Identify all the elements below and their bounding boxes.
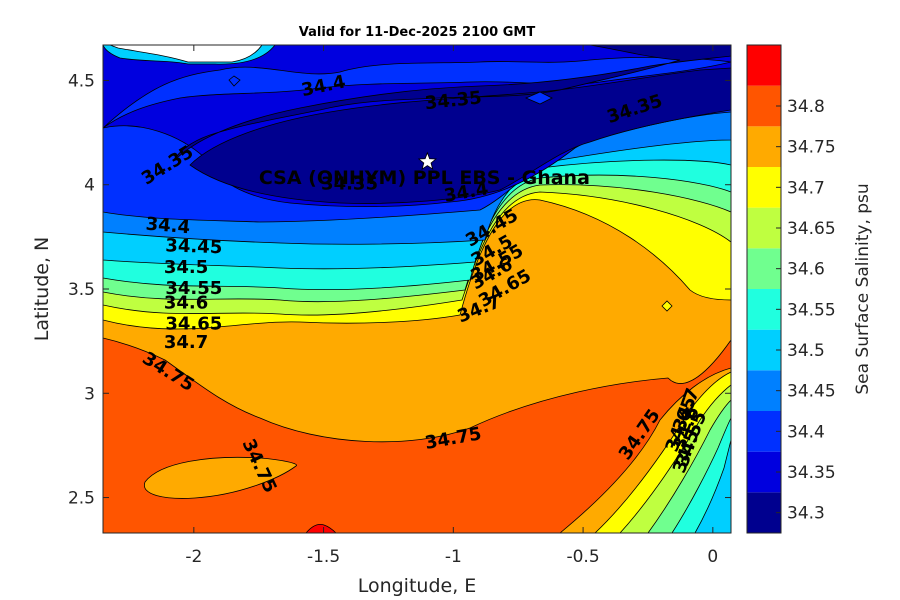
colorbar-tick-label: 34.45 (787, 382, 836, 402)
site-label: CSA (ONHYM) PPL EBS - Ghana (259, 167, 590, 189)
x-tick-label: -2 (185, 547, 202, 567)
contour-label: 34.35 (321, 174, 378, 195)
y-axis-label: Latitude, N (31, 237, 53, 342)
colorbar-swatch (747, 167, 781, 208)
colorbar-tick-label: 34.35 (787, 463, 836, 483)
colorbar-swatch (747, 411, 781, 452)
pocket-34.4 (228, 75, 241, 87)
x-axis: -2 -1.5 -1 -0.5 0 (185, 45, 718, 567)
y-tick-label: 4.5 (68, 71, 95, 91)
colorbar-tick-label: 34.4 (787, 422, 825, 442)
colorbar-swatch (747, 248, 781, 289)
pocket-34.4-east (524, 91, 553, 105)
colorbar-tick-label: 34.5 (787, 341, 825, 361)
contour-label: 34.4 (145, 214, 191, 239)
colorbar-swatch (747, 289, 781, 330)
contour-label: 34.45 (165, 235, 223, 258)
site-marker: CSA (ONHYM) PPL EBS - Ghana (259, 151, 590, 189)
colorbar-swatch (747, 370, 781, 411)
colorbar-swatch (747, 85, 781, 127)
x-axis-label: Longitude, E (358, 575, 477, 597)
star-icon (417, 151, 437, 171)
colorbar-swatch (747, 492, 781, 533)
colorbar-swatch (747, 126, 781, 167)
colorbar-tick-label: 34.75 (787, 138, 836, 158)
band-below-34.3 (174, 45, 731, 204)
colorbar-tick-label: 34.8 (787, 97, 825, 117)
colorbar: 34.3 34.35 34.4 34.45 34.5 34.55 34.6 34.65 34.7… (746, 44, 836, 534)
contour-label: 34.5 (164, 257, 208, 278)
x-tick-label: -0.5 (566, 547, 599, 567)
colorbar-swatch (747, 329, 781, 371)
colorbar-tick-label: 34.65 (787, 219, 836, 239)
colorbar-label: Sea Surface Salinity, psu (853, 183, 873, 394)
y-tick-label: 4 (84, 176, 95, 196)
band-34.45-34.5-south (694, 439, 731, 533)
y-axis: 2.5 3 3.5 4 4.5 (68, 71, 731, 509)
colorbar-tick-label: 34.7 (787, 178, 825, 198)
contour-label: 34.7 (164, 332, 208, 353)
colorbar-tick-label: 34.6 (787, 260, 825, 280)
colorbar-tick-label: 34.3 (787, 504, 825, 524)
pocket-34.7 (661, 300, 673, 312)
y-tick-label: 3 (84, 384, 95, 404)
y-tick-label: 3.5 (68, 280, 95, 300)
x-tick-label: -1.5 (307, 547, 340, 567)
island-34.75 (144, 456, 298, 499)
colorbar-frame (746, 44, 782, 534)
chart-title: Valid for 11-Dec-2025 2100 GMT (299, 25, 536, 40)
no-data-patch (109, 45, 263, 63)
x-tick-label: -1 (445, 547, 462, 567)
contour-label: 34.6 (164, 293, 208, 314)
x-tick-label: 0 (707, 547, 718, 567)
y-tick-label: 2.5 (68, 489, 95, 509)
pocket-34.8 (305, 524, 337, 533)
colorbar-tick-label: 34.55 (787, 300, 836, 320)
contour-fill (103, 45, 731, 533)
colorbar-swatch (747, 207, 781, 249)
contour-label: 34.55 (165, 278, 222, 299)
contour-label: 34.65 (165, 313, 222, 334)
colorbar-swatch (747, 451, 781, 493)
colorbar-swatch (747, 45, 781, 86)
